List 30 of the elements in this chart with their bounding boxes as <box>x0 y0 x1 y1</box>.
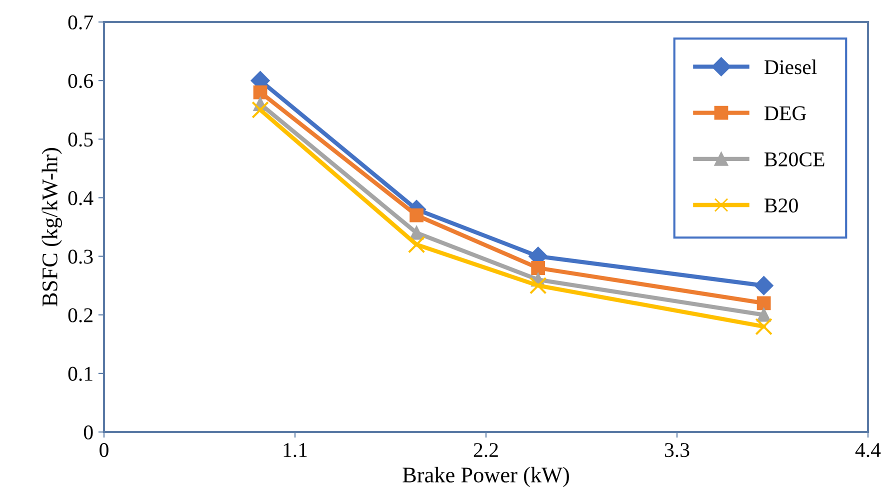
point <box>253 85 268 100</box>
point <box>755 318 772 336</box>
x-tick-label: 0 <box>100 443 108 458</box>
x-tick-label: 2.2 <box>474 443 498 458</box>
y-tick-label: 0.2 <box>68 308 92 322</box>
point <box>410 226 424 240</box>
point <box>410 208 424 222</box>
legend-label: B20 <box>764 198 798 212</box>
y-tick-label: 0 <box>84 425 93 440</box>
point <box>529 276 547 294</box>
x-tick-label: 1.1 <box>284 443 307 458</box>
y-axis-title: BSFC (kg/kW-hr) <box>42 148 62 306</box>
y-tick-label: 0.4 <box>68 191 94 206</box>
y-tick-label: 0.6 <box>68 74 93 88</box>
point <box>754 276 774 296</box>
legend-label: Diesel <box>764 60 817 74</box>
x-tick-label: 4.4 <box>855 443 881 458</box>
y-tick-label: 0.7 <box>68 15 93 30</box>
x-axis-title: Brake Power (kW) <box>402 466 569 488</box>
point <box>408 236 426 254</box>
y-tick-label: 0.5 <box>68 132 93 147</box>
legend-label: DEG <box>764 106 806 120</box>
x-tick-label: 3.3 <box>664 443 690 458</box>
point <box>756 308 771 322</box>
y-tick-label: 0.1 <box>68 366 92 381</box>
legend-label: B20CE <box>764 152 824 166</box>
point <box>756 296 771 310</box>
point <box>252 101 269 119</box>
point <box>531 261 546 275</box>
y-tick-label: 0.3 <box>68 250 93 264</box>
